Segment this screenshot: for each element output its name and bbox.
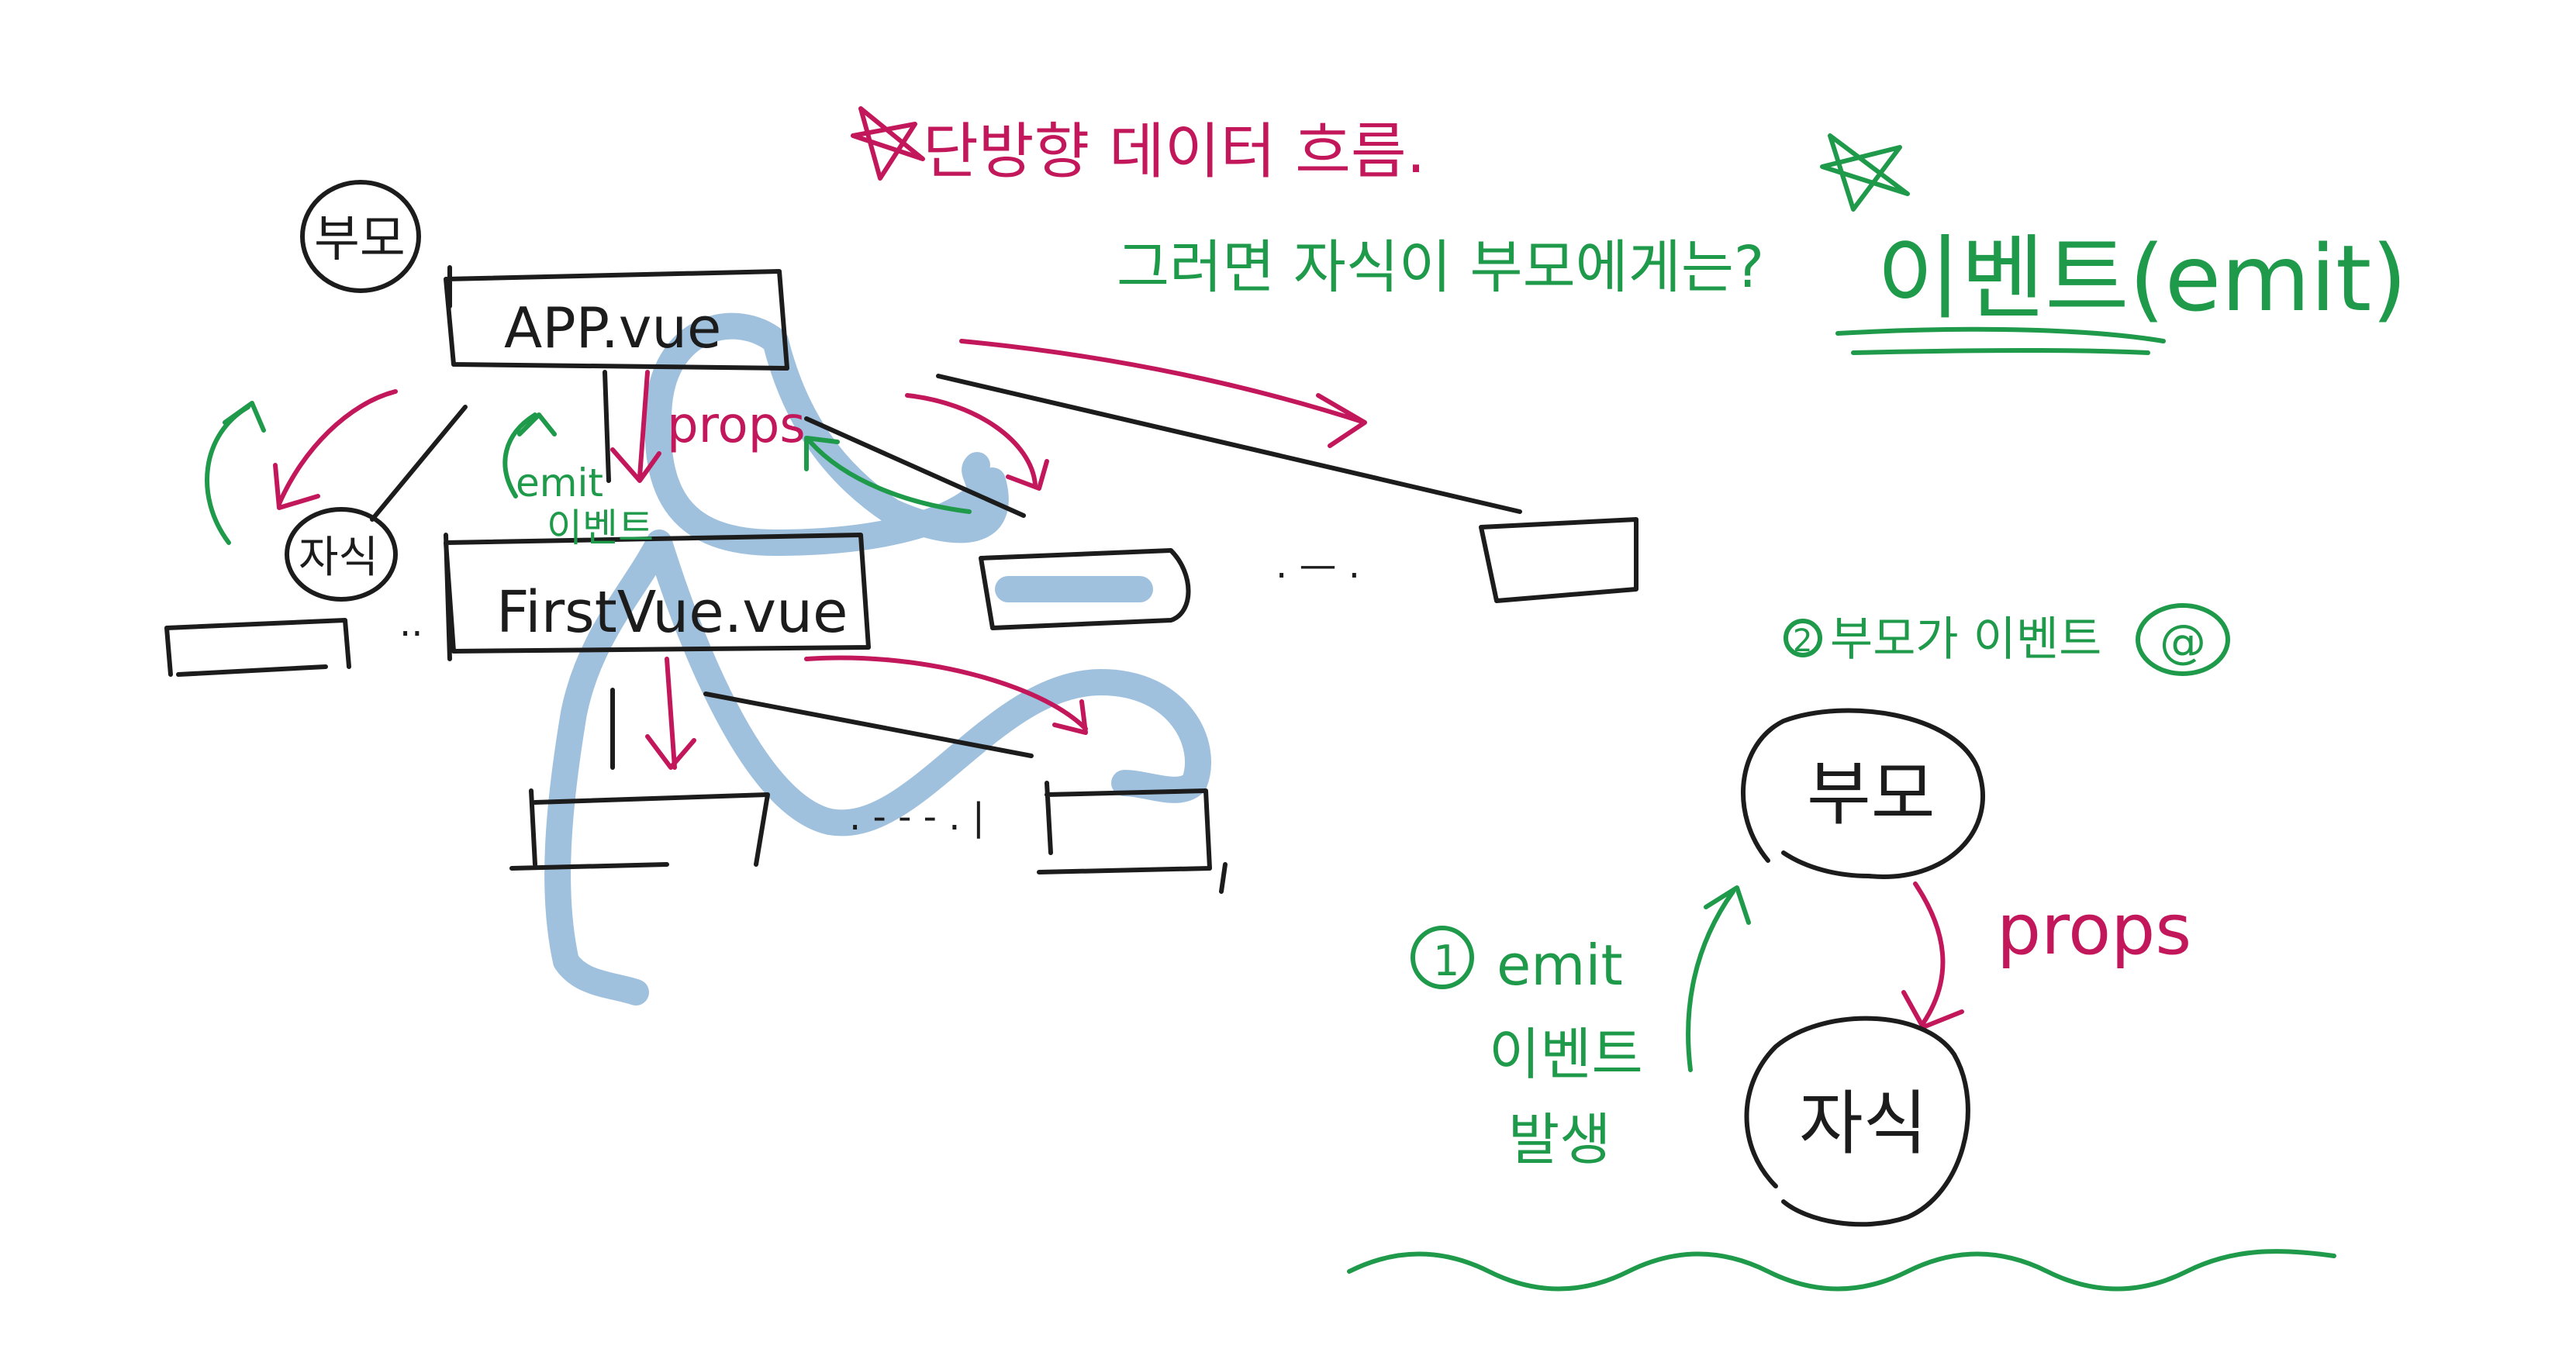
props-arrow-to-child (273, 389, 398, 510)
answer-text: 이벤트(emit) (1877, 225, 2407, 332)
emit-arrow-first (502, 412, 557, 498)
parent-label-tree: 부모 (314, 211, 406, 268)
step2-badge: 2 (1784, 619, 1822, 659)
parent-circle-tree (300, 180, 421, 293)
ellipsis-left: .. (399, 602, 423, 645)
emit-label-right: emit (1497, 933, 1623, 998)
bottom-left-box (509, 788, 770, 871)
svg-text:@: @ (2160, 615, 2206, 669)
first-component-box (444, 533, 871, 661)
tree-line-app-to-middle (804, 416, 1026, 518)
step1-badge: 1 (1411, 926, 1474, 989)
app-component-box (444, 265, 789, 371)
left-sibling-box (164, 618, 351, 677)
tree-line-app-to-right (936, 374, 1522, 514)
ellipsis-bottom: . - - - . | (849, 795, 985, 839)
child-circle-tree (285, 507, 398, 602)
tree-line-first-to-right (703, 692, 1034, 758)
title-star-icon (851, 106, 925, 181)
emit-arrow-left (205, 401, 266, 545)
answer-star-icon (1820, 133, 1910, 212)
props-arrow-to-bottom-right (804, 655, 1088, 735)
answer-underline (1835, 326, 2166, 355)
middle-sibling-box (979, 548, 1191, 630)
tree-line-app-to-first (603, 370, 611, 483)
first-component-label: FirstVue.vue (496, 579, 848, 646)
event-label-right: 이벤트 (1489, 1022, 1643, 1087)
occur-label-right: 발생 (1508, 1107, 1611, 1172)
svg-text:2: 2 (1793, 623, 1812, 659)
emit-label-tree: emit (516, 461, 603, 505)
svg-text:1: 1 (1433, 937, 1459, 985)
right-sibling-box (1479, 517, 1638, 603)
props-label-tree: props (667, 397, 806, 454)
ellipsis-top: . — . (1276, 543, 1360, 587)
props-arrow-to-first (610, 370, 661, 483)
emit-arrow-right (1686, 885, 1751, 1072)
props-arrow-to-bottom-left (645, 657, 696, 770)
bottom-right-box (1037, 781, 1228, 894)
parent-circle-right (1740, 708, 1985, 879)
event-label-tree: 이벤트 (547, 505, 654, 550)
props-arrow-to-right (959, 339, 1367, 448)
parent-label-right: 부모 (1807, 754, 1935, 835)
diagram-title: 단방향 데이터 흐름. (923, 117, 1425, 187)
props-arrow-to-middle (905, 393, 1049, 491)
child-label-tree: 자식 (299, 533, 378, 583)
emit-arrow-middle (804, 436, 972, 514)
child-circle-right (1744, 1016, 1970, 1227)
question-text: 그러면 자식이 부모에게는? (1117, 234, 1764, 301)
step2-text: 부모가 이벤트 (1830, 612, 2101, 667)
step2-at-symbol: @ (2136, 603, 2230, 676)
props-label-right: props (1997, 889, 2191, 971)
tree-line-app-to-child (370, 405, 468, 522)
app-component-label: APP.vue (504, 295, 721, 360)
wavy-underline (1347, 1249, 2336, 1292)
props-arrow-right (1901, 881, 1964, 1030)
child-label-right: 자식 (1799, 1083, 1928, 1164)
